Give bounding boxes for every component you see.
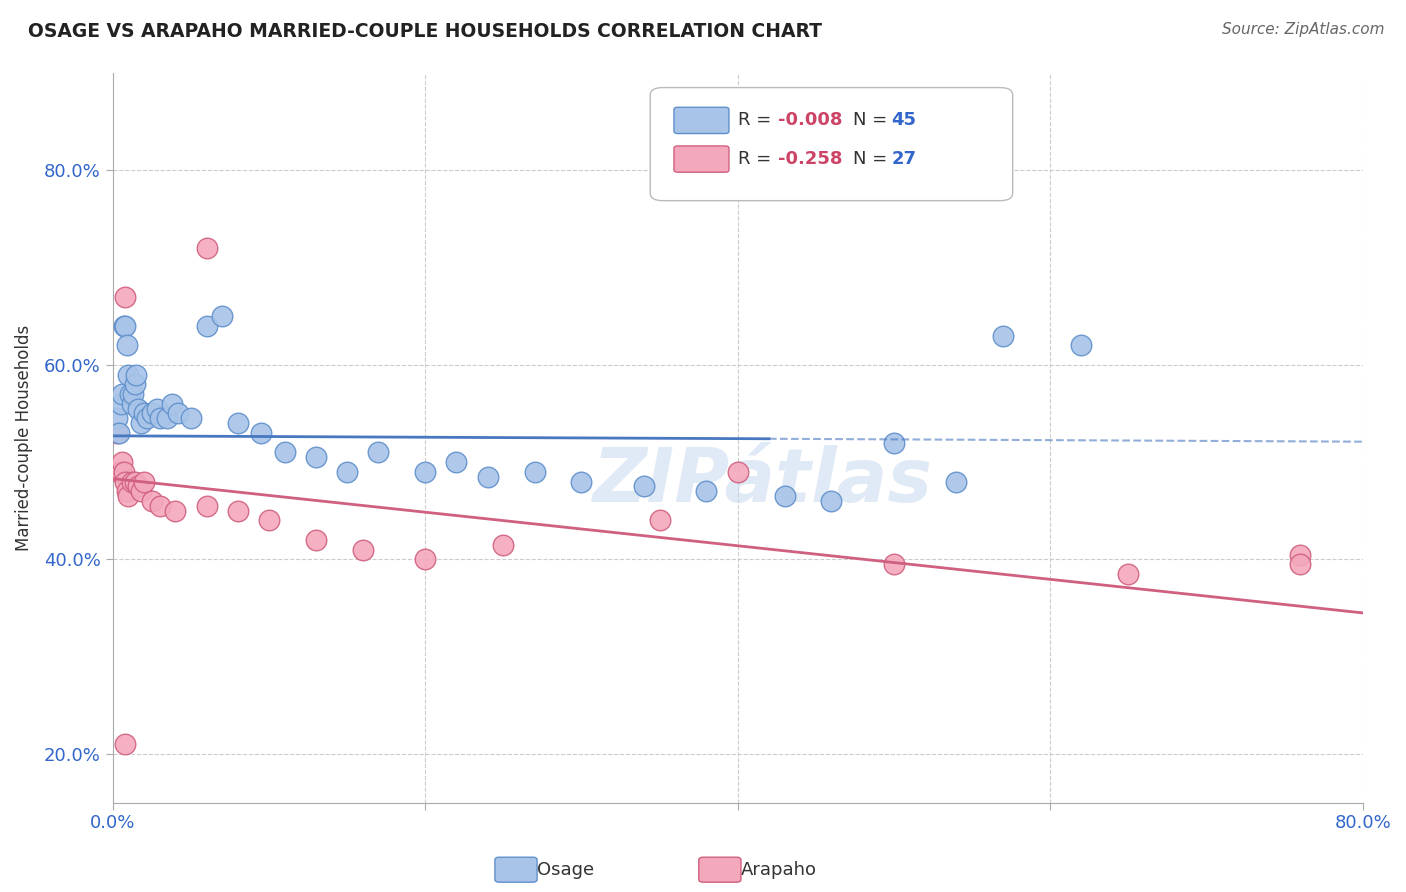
FancyBboxPatch shape [673, 146, 728, 172]
Point [117, 368, 139, 382]
Text: ZIPátlas: ZIPátlas [593, 445, 932, 518]
Point [132, 407, 155, 421]
Text: -0.258: -0.258 [778, 150, 842, 168]
Point [648, 513, 671, 527]
Point [305, 533, 328, 547]
Point [124, 377, 146, 392]
Text: OSAGE VS ARAPAHO MARRIED-COUPLE HOUSEHOLDS CORRELATION CHART: OSAGE VS ARAPAHO MARRIED-COUPLE HOUSEHOL… [28, 22, 823, 41]
Point [1070, 338, 1092, 352]
Point [114, 475, 136, 489]
Point [111, 455, 134, 469]
Point [165, 504, 187, 518]
Text: Source: ZipAtlas.com: Source: ZipAtlas.com [1222, 22, 1385, 37]
Point [1289, 558, 1312, 572]
Text: Arapaho: Arapaho [741, 861, 817, 879]
Point [1116, 566, 1139, 581]
Point [336, 465, 359, 479]
Point [446, 455, 468, 469]
Point [149, 499, 172, 513]
Point [118, 387, 141, 401]
Point [226, 416, 249, 430]
Point [115, 338, 138, 352]
Point [121, 475, 143, 489]
Point [250, 425, 273, 440]
Point [132, 475, 155, 489]
Point [111, 387, 134, 401]
Point [180, 411, 202, 425]
Point [226, 504, 249, 518]
Y-axis label: Married-couple Households: Married-couple Households [15, 325, 32, 551]
FancyBboxPatch shape [650, 87, 1012, 201]
Point [773, 489, 796, 503]
Point [273, 445, 295, 459]
Point [211, 309, 233, 323]
Point [195, 499, 218, 513]
Text: Osage: Osage [537, 861, 595, 879]
Point [1289, 548, 1312, 562]
Point [195, 241, 218, 255]
Point [1116, 849, 1139, 863]
Point [352, 542, 374, 557]
Point [127, 401, 149, 416]
Point [121, 397, 143, 411]
Point [367, 445, 389, 459]
Point [945, 475, 967, 489]
Point [167, 407, 190, 421]
Point [107, 411, 129, 425]
Point [883, 558, 905, 572]
Text: N =: N = [852, 150, 893, 168]
Text: R =: R = [738, 112, 776, 129]
Point [633, 479, 655, 493]
Point [141, 494, 163, 508]
Point [305, 450, 328, 465]
Point [108, 425, 131, 440]
Point [129, 484, 152, 499]
Point [122, 387, 145, 401]
Point [195, 318, 218, 333]
Point [149, 411, 172, 425]
Point [117, 489, 139, 503]
Point [114, 318, 136, 333]
FancyBboxPatch shape [673, 107, 728, 134]
Point [112, 465, 135, 479]
Text: -0.008: -0.008 [778, 112, 842, 129]
Text: R =: R = [738, 150, 776, 168]
Point [883, 435, 905, 450]
Point [110, 397, 132, 411]
Point [125, 368, 148, 382]
Point [257, 513, 280, 527]
Text: 45: 45 [891, 112, 917, 129]
Point [114, 737, 136, 751]
Point [993, 328, 1015, 343]
Point [477, 469, 499, 483]
Point [108, 465, 131, 479]
Point [115, 484, 138, 499]
Point [124, 475, 146, 489]
Point [156, 411, 179, 425]
Point [413, 552, 436, 566]
Text: N =: N = [852, 112, 893, 129]
Point [820, 494, 842, 508]
Point [141, 407, 163, 421]
Point [114, 290, 136, 304]
Point [107, 425, 129, 440]
Point [571, 475, 593, 489]
Point [160, 397, 183, 411]
Point [145, 401, 167, 416]
Point [523, 465, 546, 479]
Point [112, 318, 135, 333]
Point [695, 484, 717, 499]
Point [727, 465, 749, 479]
Point [110, 465, 132, 479]
Point [136, 411, 159, 425]
Point [413, 465, 436, 479]
Point [127, 479, 149, 493]
Text: 27: 27 [891, 150, 917, 168]
Point [129, 416, 152, 430]
Point [492, 538, 515, 552]
